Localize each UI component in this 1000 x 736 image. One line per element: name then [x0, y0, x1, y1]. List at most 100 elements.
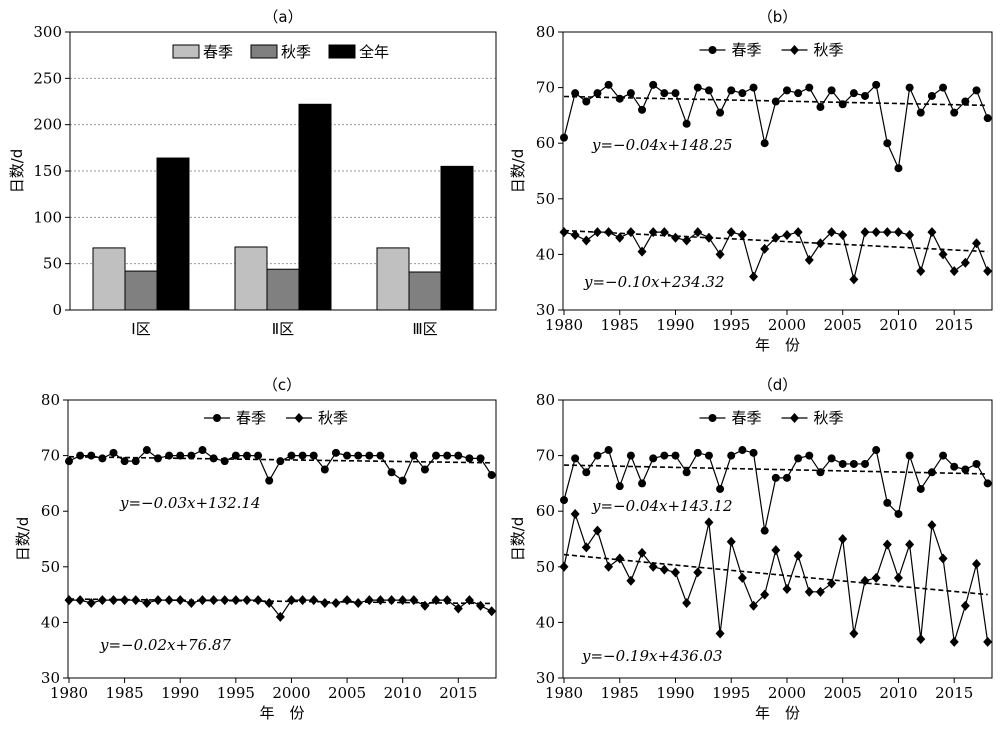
data-point	[715, 628, 725, 639]
data-point	[570, 229, 580, 240]
data-point	[604, 446, 613, 455]
x-axis-label: 年 份	[755, 704, 800, 722]
data-point	[75, 595, 85, 606]
data-point	[331, 597, 341, 608]
data-point	[938, 553, 948, 564]
data-point	[871, 227, 881, 238]
data-point	[298, 595, 308, 606]
y-tick-label: 40	[536, 613, 555, 631]
data-point	[443, 451, 452, 460]
y-tick-label: 50	[41, 558, 60, 576]
data-point	[175, 595, 185, 606]
x-tick-label: 2000	[768, 684, 806, 702]
bar-春季-Ⅰ区	[92, 247, 126, 311]
x-tick-label: 2005	[824, 684, 862, 702]
x-tick-label: 2015	[935, 316, 973, 334]
legend-label: 秋季	[814, 41, 844, 59]
data-point	[187, 451, 196, 460]
data-point	[905, 451, 914, 460]
data-point	[353, 597, 363, 608]
data-point	[309, 451, 318, 460]
series-秋季: y=−0.10x+234.32	[559, 227, 993, 291]
data-point	[961, 97, 970, 106]
data-point	[265, 476, 274, 485]
data-point	[242, 451, 251, 460]
bar-秋季-Ⅱ区	[266, 268, 300, 311]
data-point	[916, 266, 926, 277]
data-point	[804, 254, 814, 265]
data-point	[465, 454, 474, 463]
data-point	[298, 451, 307, 460]
data-point	[905, 229, 915, 240]
data-point	[804, 586, 814, 597]
bar-秋季-Ⅰ区	[124, 270, 158, 311]
series-春季: y=−0.04x+143.12	[560, 446, 992, 535]
data-point	[638, 479, 647, 488]
data-point	[559, 561, 569, 572]
data-point	[716, 108, 725, 117]
y-tick-label: 30	[536, 669, 555, 687]
x-tick-label: 2000	[272, 684, 310, 702]
y-tick-label: 50	[536, 190, 555, 208]
data-point	[309, 595, 319, 606]
x-tick-label: 2005	[328, 684, 366, 702]
data-point	[738, 89, 747, 98]
x-tick-label: 2005	[824, 316, 862, 334]
data-point	[420, 465, 429, 474]
data-point	[682, 597, 692, 608]
trend-equation: y=−0.04x+143.12	[591, 497, 733, 515]
data-point	[838, 100, 847, 109]
data-point	[626, 89, 635, 98]
data-point	[882, 227, 892, 238]
data-point	[838, 229, 848, 240]
data-point	[738, 446, 747, 455]
data-point	[726, 536, 736, 547]
data-point	[571, 89, 580, 98]
data-point	[760, 589, 770, 600]
data-point	[782, 229, 792, 240]
trend-line	[563, 229, 988, 253]
data-point	[771, 545, 781, 556]
data-point	[972, 559, 982, 570]
series-line	[563, 83, 989, 171]
data-point	[827, 454, 836, 463]
data-point	[682, 235, 692, 246]
data-point	[950, 462, 959, 471]
data-point	[693, 448, 702, 457]
data-point	[938, 249, 948, 260]
data-point	[983, 479, 992, 488]
data-point	[626, 575, 636, 586]
data-point	[749, 83, 758, 92]
data-point	[950, 108, 959, 117]
data-point	[615, 232, 625, 243]
data-point	[916, 634, 926, 645]
data-point	[626, 451, 635, 460]
data-point	[354, 451, 363, 460]
data-point	[571, 454, 580, 463]
data-point	[949, 266, 959, 277]
data-point	[409, 595, 419, 606]
data-point	[704, 517, 714, 528]
data-point	[894, 509, 903, 518]
data-point	[983, 266, 993, 277]
data-point	[376, 451, 385, 460]
x-tick-label: 2010	[384, 684, 422, 702]
data-point	[882, 539, 892, 550]
y-tick-label: 200	[33, 116, 62, 134]
data-point	[927, 520, 937, 531]
data-point	[670, 567, 680, 578]
plot-frame	[67, 399, 497, 679]
x-tick-label: 2010	[879, 316, 917, 334]
data-point	[637, 547, 647, 558]
data-point	[253, 595, 263, 606]
data-point	[793, 550, 803, 561]
data-point	[782, 584, 792, 595]
data-point	[76, 451, 85, 460]
data-point	[476, 454, 485, 463]
data-point	[905, 83, 914, 92]
y-tick-label: 80	[536, 391, 555, 409]
data-point	[197, 595, 207, 606]
data-point	[342, 595, 352, 606]
data-point	[827, 86, 836, 95]
trend-equation: y=−0.19x+436.03	[581, 647, 723, 665]
